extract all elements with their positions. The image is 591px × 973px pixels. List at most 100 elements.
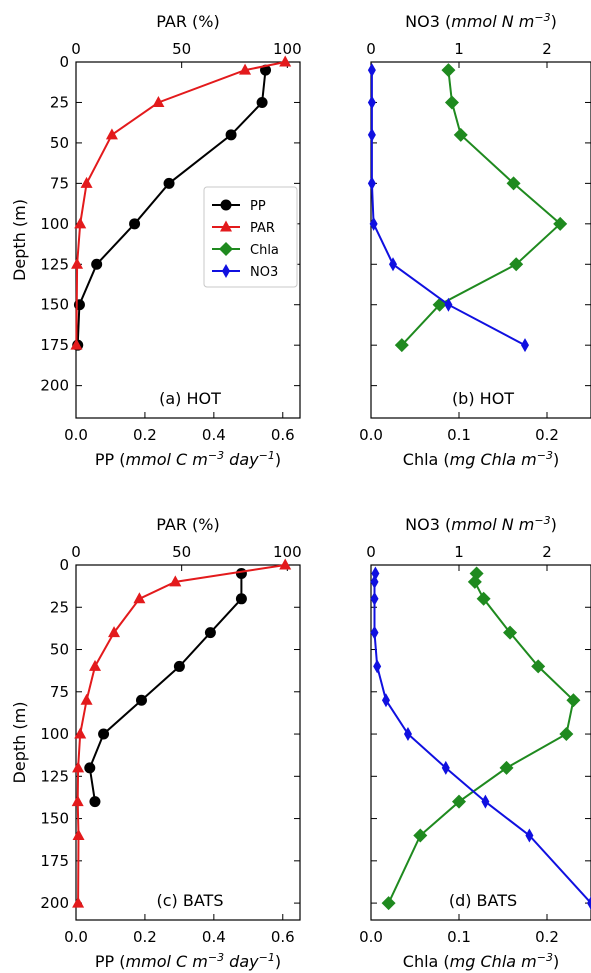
y-tick-label: 50 (50, 641, 69, 659)
data-point-chla (509, 257, 524, 272)
y-tick-label: 100 (40, 215, 69, 233)
legend-marker (220, 220, 232, 232)
data-point-no3 (444, 297, 453, 312)
legend-marker (222, 264, 230, 278)
data-point-pp (89, 796, 101, 808)
top-tick-label: 50 (172, 40, 191, 58)
panel-frame (75, 564, 301, 921)
legend-marker (219, 242, 233, 256)
top-axis-label: NO3 (mmol N m−3) (405, 11, 557, 32)
y-tick-label: 75 (50, 683, 69, 701)
data-point-no3 (367, 176, 376, 191)
data-point-no3 (381, 693, 390, 708)
y-tick-label: 75 (50, 174, 69, 192)
data-point-no3 (370, 591, 379, 606)
top-tick-label: 1 (454, 40, 464, 58)
panel-frame (370, 61, 591, 419)
y-tick-label: 125 (40, 255, 69, 273)
bottom-tick-label: 0.4 (202, 426, 226, 444)
legend-marker (220, 199, 232, 211)
y-axis-label: Depth (m) (10, 702, 29, 784)
data-point-chla (503, 625, 518, 640)
bottom-tick-label: 0.0 (64, 928, 88, 946)
data-point-no3 (370, 574, 379, 589)
y-tick-label: 25 (50, 93, 69, 111)
data-point-par (72, 761, 85, 773)
bottom-tick-label: 0.0 (359, 928, 383, 946)
data-point-no3 (525, 828, 534, 843)
data-point-no3 (367, 63, 376, 78)
panel-frame (75, 61, 301, 419)
y-tick-label: 50 (50, 134, 69, 152)
data-point-pp (225, 129, 237, 141)
y-tick-label: 175 (40, 336, 69, 354)
series-line-pp (76, 69, 267, 346)
data-point-pp (235, 567, 247, 579)
panel-tag: (b) HOT (452, 389, 514, 408)
data-point-par (169, 575, 182, 587)
top-tick-label: 0 (366, 543, 376, 561)
legend-item-label: PAR (250, 221, 275, 236)
data-point-no3 (521, 338, 529, 353)
bottom-axis-label: Chla (mg Chla m−3) (403, 951, 559, 972)
bottom-tick-label: 0.0 (64, 426, 88, 444)
y-tick-label: 200 (40, 894, 69, 912)
data-point-chla (467, 574, 482, 589)
y-tick-label: 200 (40, 377, 69, 395)
data-point-chla (499, 760, 514, 775)
data-point-par (279, 558, 292, 570)
legend-item-label: Chla (250, 243, 279, 258)
bottom-tick-label: 0.2 (535, 928, 559, 946)
data-point-chla (381, 896, 396, 911)
bottom-tick-label: 0.1 (447, 928, 471, 946)
data-point-chla (453, 127, 468, 142)
data-point-par (72, 896, 85, 908)
bottom-tick-label: 0.2 (535, 426, 559, 444)
series-line-pp (88, 573, 243, 802)
data-point-par (133, 592, 146, 604)
top-axis-label: NO3 (mmol N m−3) (405, 514, 557, 535)
series-line-par (75, 61, 286, 346)
data-point-no3 (369, 216, 378, 231)
y-tick-label: 150 (40, 810, 69, 828)
data-point-pp (84, 762, 96, 774)
data-point-no3 (367, 95, 376, 110)
data-point-par (70, 338, 83, 350)
data-point-pp (163, 177, 175, 189)
bottom-axis-label: Chla (mg Chla m−3) (403, 449, 559, 470)
bottom-tick-label: 0.6 (271, 928, 295, 946)
data-point-chla (394, 338, 409, 353)
top-tick-label: 0 (71, 543, 81, 561)
data-point-chla (444, 95, 459, 110)
panel-frame (370, 564, 591, 921)
data-point-chla (441, 63, 456, 78)
y-tick-label: 175 (40, 852, 69, 870)
data-point-par (105, 128, 118, 140)
top-axis-label: PAR (%) (156, 12, 219, 31)
top-tick-label: 2 (542, 543, 552, 561)
y-tick-label: 125 (40, 767, 69, 785)
bottom-tick-label: 0.2 (133, 928, 157, 946)
top-axis-label: PAR (%) (156, 515, 219, 534)
data-point-pp (135, 694, 147, 706)
data-point-par (71, 795, 84, 807)
data-point-no3 (373, 659, 382, 674)
bottom-axis-label: PP (mmol C m−3 day−1) (95, 449, 281, 470)
data-point-chla (506, 176, 521, 191)
y-tick-label: 0 (59, 53, 69, 71)
data-point-par (74, 217, 87, 229)
top-tick-label: 0 (366, 40, 376, 58)
data-point-chla (413, 828, 428, 843)
data-point-chla (476, 591, 491, 606)
data-point-pp (173, 660, 185, 672)
data-point-chla (452, 794, 466, 809)
bottom-tick-label: 0.4 (202, 928, 226, 946)
y-tick-label: 25 (50, 598, 69, 616)
data-point-par (74, 727, 87, 739)
panel-tag: (c) BATS (157, 891, 224, 910)
legend-item-label: PP (250, 199, 266, 214)
top-tick-label: 100 (273, 543, 302, 561)
data-point-no3 (481, 794, 490, 809)
panel-tag: (d) BATS (449, 891, 517, 910)
